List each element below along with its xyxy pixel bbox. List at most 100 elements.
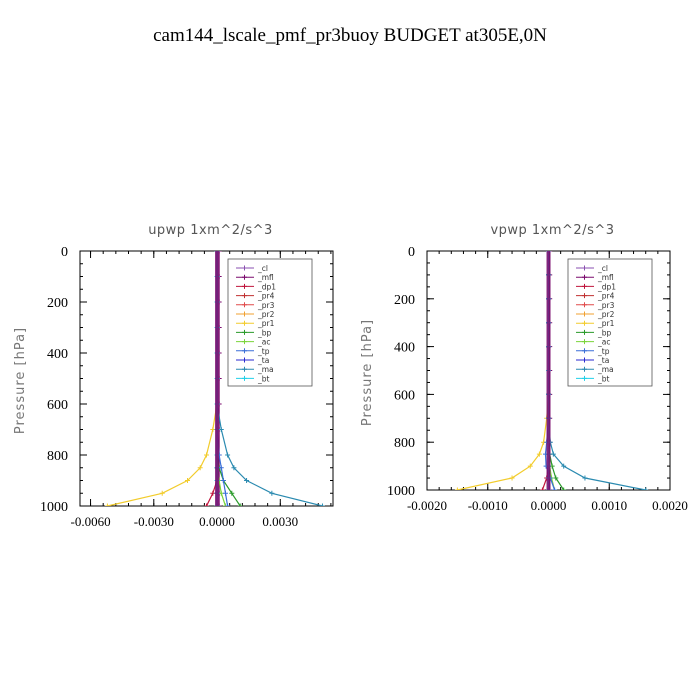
x-tick-label: -0.0010: [468, 498, 508, 513]
legend-entry: _bp: [257, 328, 272, 337]
legend-entry: _bt: [257, 374, 270, 383]
legend-entry: _ac: [597, 338, 610, 347]
legend-marker: [242, 357, 247, 363]
data-point: [218, 490, 224, 496]
legend-entry: _pr4: [597, 292, 615, 301]
chart-panels: upwp 1xm^2/s^3 Pressure [hPa] -0.0060 -0.00…: [13, 223, 688, 529]
legend-marker: [242, 366, 247, 372]
data-point: [244, 478, 250, 483]
y-tick-label: 800: [394, 436, 415, 451]
data-point: [539, 487, 545, 490]
legend-entry: _pr1: [257, 319, 275, 328]
legend-entry: _pr3: [597, 301, 615, 310]
data-point: [218, 465, 224, 471]
legend-marker: [242, 274, 247, 280]
y-tick-label: 1000: [387, 484, 415, 499]
y-axis-label: Pressure [hPa]: [360, 319, 375, 426]
legend-marker: [242, 375, 247, 381]
legend-entry: _pr4: [257, 292, 275, 301]
y-tick-label: 200: [47, 296, 68, 311]
data-point: [231, 465, 237, 471]
legend-box: [227, 258, 313, 387]
data-point: [643, 487, 649, 490]
chart-title: upwp 1xm^2/s^3: [148, 223, 273, 238]
series-group: [454, 251, 649, 490]
x-tick-label: 0.0010: [591, 498, 627, 513]
legend-entry: _ac: [257, 338, 270, 347]
y-tick-label: 600: [394, 388, 415, 403]
legend-entry: _pr2: [597, 310, 615, 319]
legend-marker: [582, 274, 587, 280]
data-point: [185, 478, 191, 483]
x-tick-label: -0.0060: [70, 514, 110, 529]
legend-marker: [242, 329, 247, 335]
data-point: [222, 503, 228, 506]
legend-entry: _bt: [597, 374, 610, 383]
data-point: [225, 503, 231, 506]
legend-entry: _ta: [597, 356, 609, 365]
data-point: [553, 475, 559, 481]
legend-marker: [242, 311, 247, 317]
y-tick-label: 400: [47, 347, 68, 362]
x-tick-label: -0.0020: [407, 498, 447, 513]
data-point: [509, 475, 515, 481]
x-tick-label: 0.0030: [262, 514, 298, 529]
data-point: [216, 503, 222, 506]
legend-marker: [242, 339, 247, 345]
legend-marker: [582, 283, 587, 289]
data-point: [561, 487, 567, 490]
y-axis-label: Pressure [hPa]: [13, 327, 28, 434]
legend-marker: [582, 329, 587, 335]
data-point: [104, 503, 110, 506]
y-tick-label: 0: [61, 245, 68, 260]
legend-entry: _ma: [597, 365, 614, 374]
data-point: [220, 478, 226, 483]
page-title: cam144_lscale_pmf_pr3buoy BUDGET at305E,…: [153, 25, 547, 46]
data-point: [454, 487, 460, 490]
legend-marker: [242, 293, 247, 299]
data-point: [218, 427, 224, 432]
legend-entry: _ma: [257, 365, 274, 374]
data-point: [222, 490, 228, 496]
legend-marker: [582, 302, 587, 308]
chart-title: vpwp 1xm^2/s^3: [490, 223, 614, 238]
data-point: [210, 427, 216, 432]
data-point: [582, 475, 588, 481]
data-point: [550, 451, 556, 457]
legend-marker: [582, 265, 587, 271]
legend-entry: _pr2: [257, 310, 275, 319]
legend-entry: _mfl: [257, 273, 274, 282]
data-point: [229, 490, 235, 496]
legend-marker: [242, 348, 247, 354]
legend-marker: [582, 348, 587, 354]
data-point: [269, 490, 275, 496]
x-tick-label: -0.0030: [134, 514, 174, 529]
y-tick-label: 1000: [40, 500, 68, 515]
y-tick-label: 600: [47, 398, 68, 413]
legend-entry: _cl: [597, 264, 608, 273]
data-point: [527, 463, 533, 469]
x-tick-label: 0.0000: [199, 514, 235, 529]
legend-marker: [242, 302, 247, 308]
legend-marker: [242, 265, 247, 271]
x-tick-label: 0.0020: [652, 498, 688, 513]
y-tick-label: 0: [408, 245, 415, 260]
legend-entry: _tp: [597, 347, 610, 356]
data-point: [225, 452, 231, 458]
legend-entry: _ta: [257, 356, 269, 365]
legend-entry: _tp: [257, 347, 270, 356]
data-point: [536, 451, 542, 457]
legend-marker: [582, 375, 587, 381]
legend-marker: [582, 311, 587, 317]
legend-marker: [582, 366, 587, 372]
data-point: [216, 251, 222, 254]
series-group: [104, 251, 325, 506]
legend-entry: _dp1: [257, 282, 276, 291]
data-point: [237, 503, 243, 506]
legend-entry: _pr3: [257, 301, 275, 310]
legend-box: [567, 258, 653, 387]
series-line-pr1: [457, 251, 550, 490]
legend-marker: [582, 357, 587, 363]
chart-panel-1: vpwp 1xm^2/s^3 Pressure [hPa] -0.0020 -0.00…: [360, 223, 688, 513]
y-tick-label: 400: [394, 341, 415, 356]
